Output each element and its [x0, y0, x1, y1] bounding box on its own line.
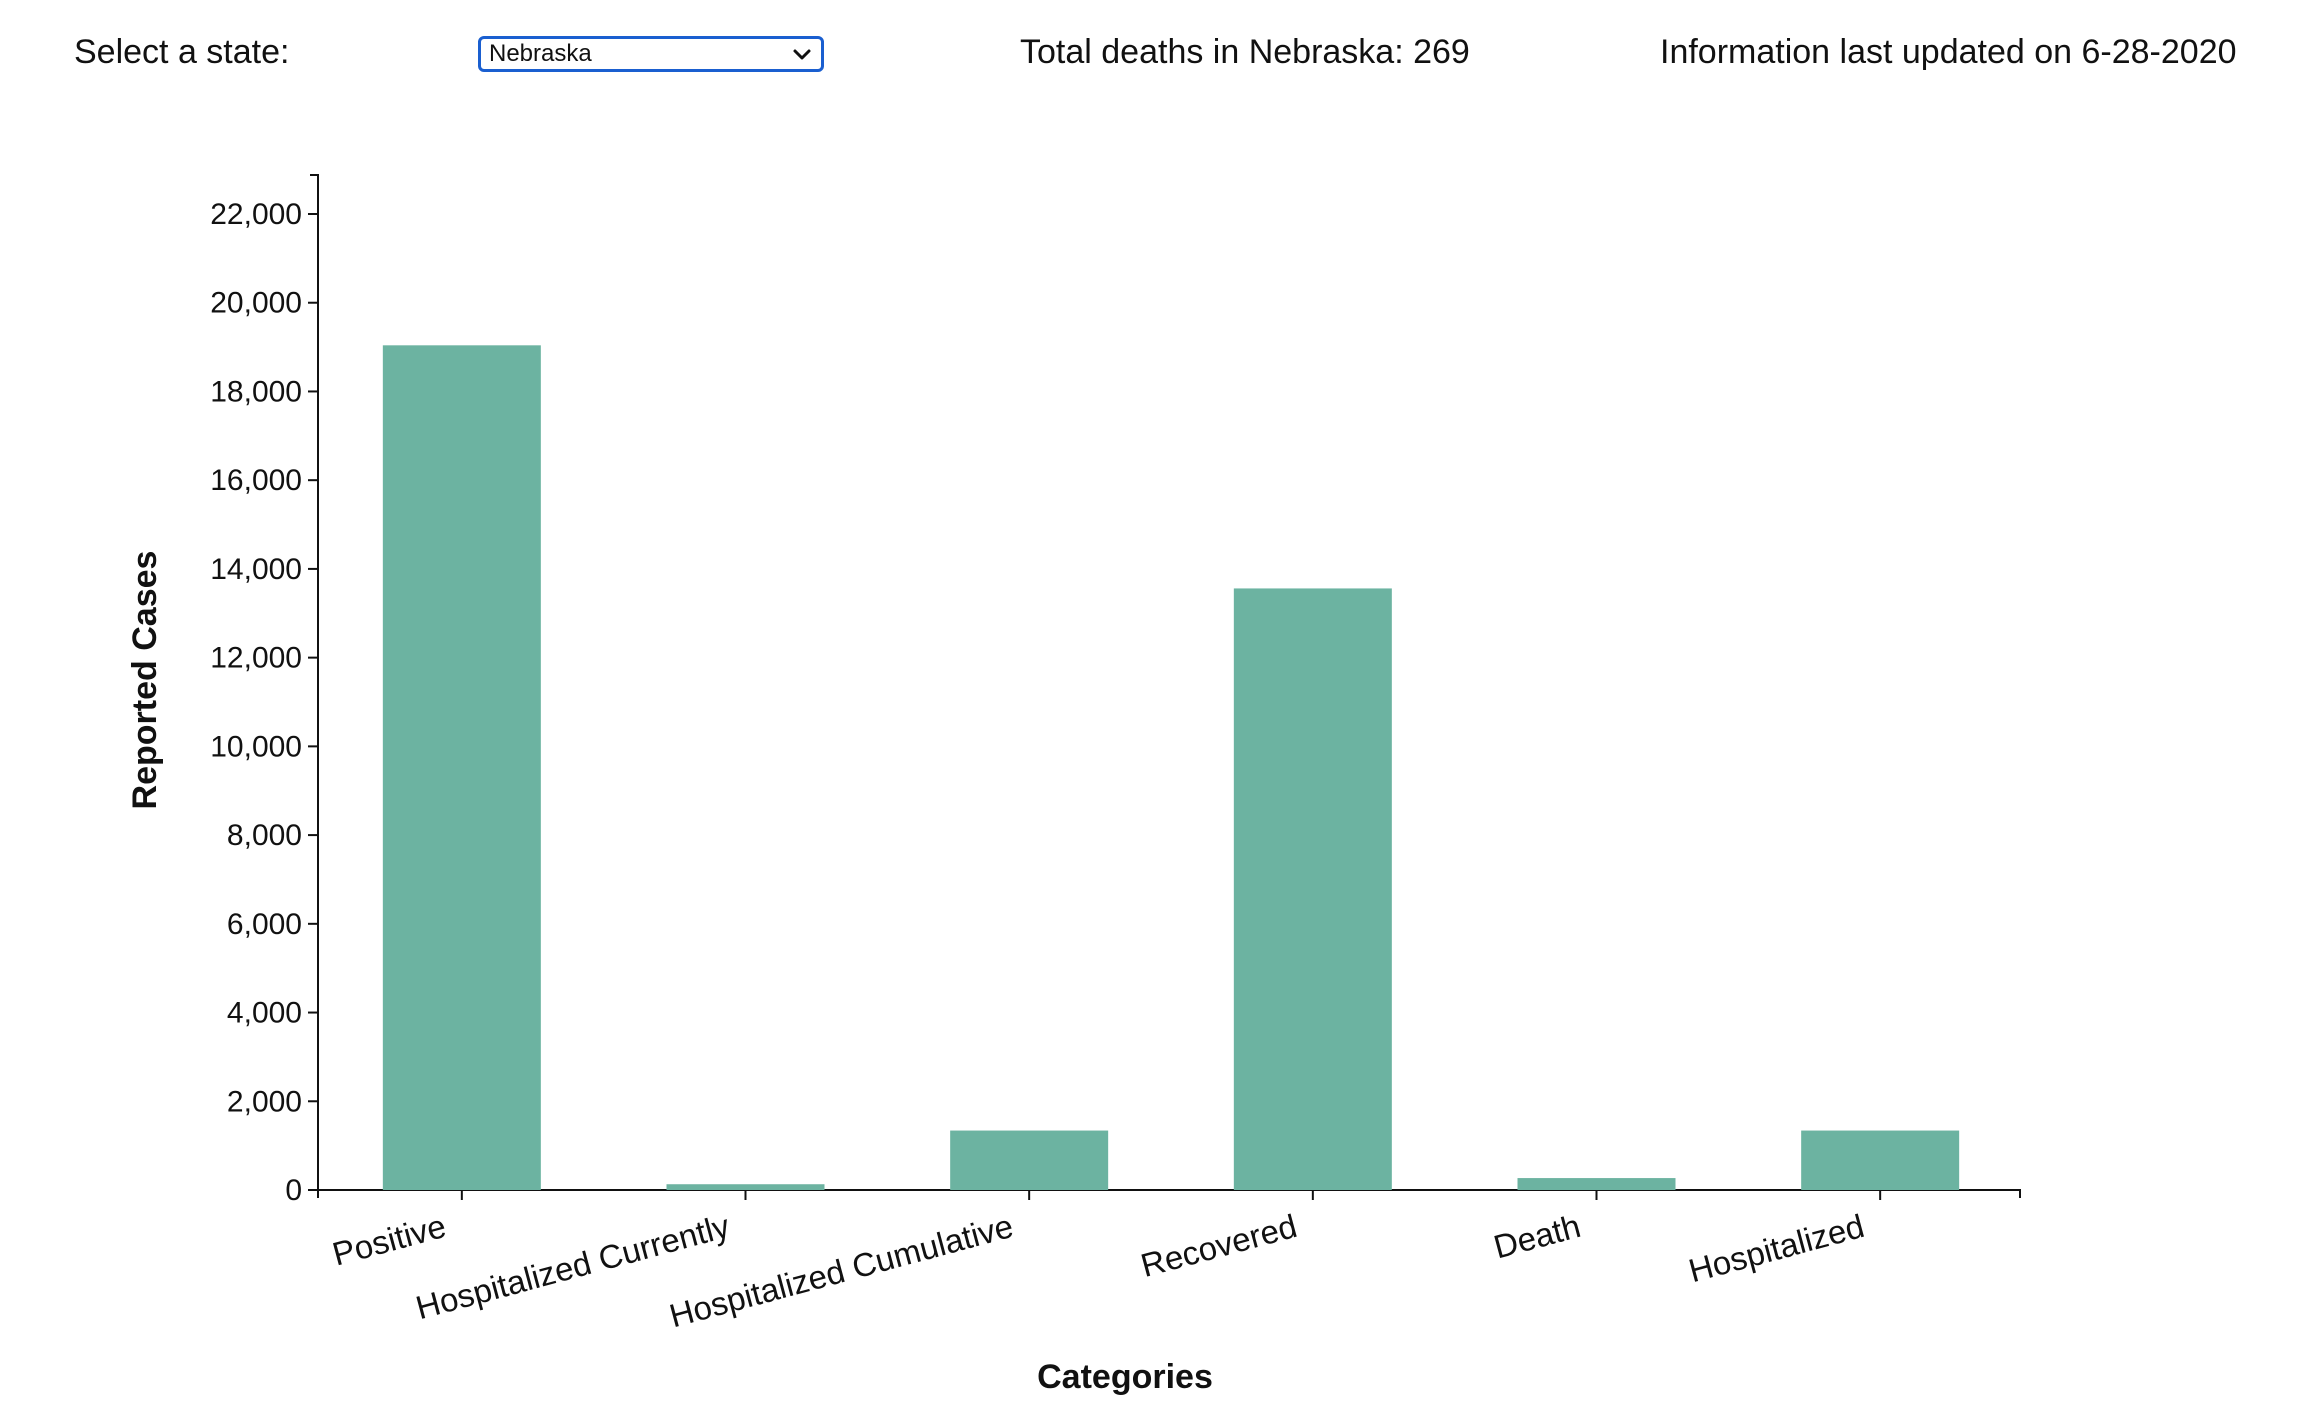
y-tick-label: 12,000 [210, 642, 302, 675]
bar-positive [382, 345, 541, 1190]
state-select-value: Nebraska [489, 40, 592, 67]
y-axis-title: Reported Cases [126, 551, 164, 810]
y-tick-label: 6,000 [227, 908, 302, 941]
y-axis: 0 2,000 4,000 6,000 8,000 10,000 12,000 14,000 1… [210, 174, 319, 1207]
x-axis-title: Categories [1037, 1358, 1213, 1396]
y-tick-label: 22,000 [210, 198, 302, 231]
last-updated-text: Information last updated on 6-28-2020 [1660, 33, 2237, 71]
y-tick-label: 4,000 [227, 997, 302, 1030]
chevron-down-icon [793, 49, 811, 60]
y-tick-label: 10,000 [210, 730, 302, 763]
y-axis-line [310, 174, 319, 1191]
y-tick-label: 16,000 [210, 464, 302, 497]
total-deaths-text: Total deaths in Nebraska: 269 [1020, 33, 1470, 71]
select-state-label: Select a state: [74, 33, 290, 71]
state-select[interactable]: Nebraska [478, 36, 824, 72]
bar-hospitalized-cumulative [950, 1130, 1109, 1190]
bar-hospitalized-currently [666, 1184, 825, 1190]
y-tick-label: 20,000 [210, 287, 302, 320]
x-tick-label: Death [1490, 1207, 1585, 1266]
bar-recovered [1233, 588, 1392, 1190]
bar-hospitalized [1801, 1130, 1960, 1190]
x-tick-label: Hospitalized [1685, 1207, 1868, 1289]
y-tick-label: 0 [285, 1174, 302, 1207]
y-tick-label: 8,000 [227, 819, 302, 852]
bar-death [1517, 1178, 1676, 1190]
x-axis-line [317, 1189, 2021, 1198]
x-tick-label: Positive [328, 1207, 449, 1273]
x-tick-label: Recovered [1137, 1207, 1301, 1284]
y-tick-label: 14,000 [210, 553, 302, 586]
y-tick-label: 2,000 [227, 1085, 302, 1118]
y-tick-label: 18,000 [210, 375, 302, 408]
controls-bar: Select a state: Nebraska Total deaths in… [0, 0, 2308, 110]
bars [382, 345, 1960, 1190]
